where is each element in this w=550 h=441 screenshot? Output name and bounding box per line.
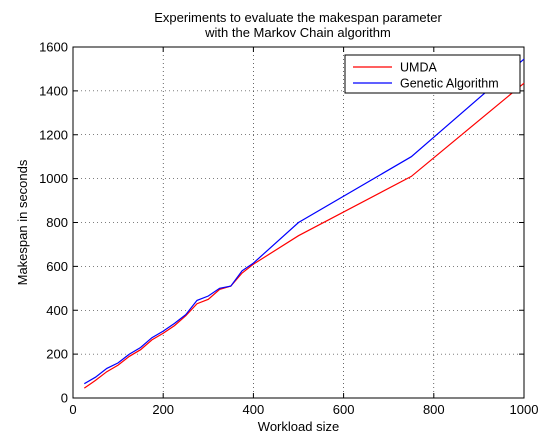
series-line-genetic-algorithm <box>83 58 525 385</box>
y-tick-label: 1600 <box>39 40 68 55</box>
x-tick-label: 400 <box>243 402 265 417</box>
series-lines <box>83 58 525 389</box>
y-tick-label: 1000 <box>39 171 68 186</box>
y-tick-label: 1400 <box>39 83 68 98</box>
title-line: with the Markov Chain algorithm <box>204 25 391 40</box>
legend-label: Genetic Algorithm <box>400 77 499 91</box>
chart-title: Experiments to evaluate the makespan par… <box>154 10 442 40</box>
axis-ticks: 0 200 400 600 800 1000 0 200 400 600 800 1000 1200 14… <box>39 40 538 418</box>
y-tick-label: 1200 <box>39 127 68 142</box>
y-tick-label: 400 <box>46 303 68 318</box>
x-tick-label: 800 <box>423 402 445 417</box>
y-tick-label: 600 <box>46 259 68 274</box>
legend-box <box>344 54 521 94</box>
title-line: Experiments to evaluate the makespan par… <box>154 10 442 25</box>
y-axis-label: Makespan in seconds <box>15 159 30 285</box>
x-tick-label: 0 <box>69 402 76 417</box>
series-line-umda <box>83 82 525 389</box>
x-tick-label: 1000 <box>510 402 539 417</box>
y-tick-label: 0 <box>61 391 68 406</box>
y-tick-label: 800 <box>46 215 68 230</box>
x-tick-label: 200 <box>152 402 174 417</box>
x-tick-label: 600 <box>333 402 355 417</box>
grid-lines <box>73 47 524 398</box>
x-axis-label: Workload size <box>258 419 339 434</box>
y-tick-label: 200 <box>46 347 68 362</box>
legend: UMDA Genetic Algorithm <box>344 54 521 94</box>
legend-label: UMDA <box>400 61 437 75</box>
